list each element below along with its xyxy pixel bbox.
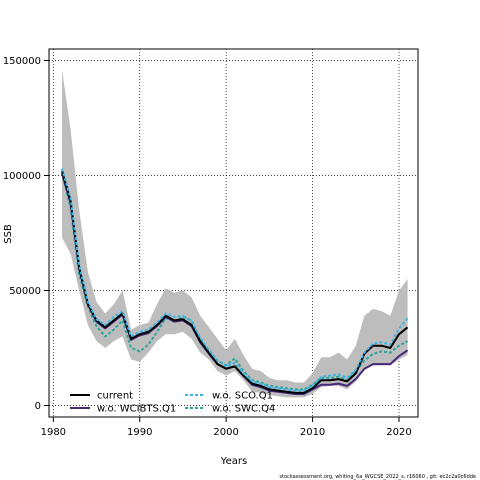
x-tick-label: 2020: [386, 427, 411, 438]
footer-note: stockassessment.org, whiting_6a_WGCSE_20…: [279, 474, 476, 480]
x-axis: 1980 1990 2000 2010 2020: [41, 417, 412, 438]
legend-label: w.o. SWC.Q4: [212, 404, 275, 415]
y-tick-label: 50000: [9, 286, 41, 297]
legend-label: w.o. WCIBTS.Q1: [97, 404, 176, 415]
plot-frame: [48, 48, 419, 418]
y-tick-label: 0: [35, 401, 41, 412]
x-axis-title: Years: [220, 456, 247, 467]
x-tick-label: 2000: [213, 427, 238, 438]
series-line: [61, 172, 409, 391]
y-axis-title: SSB: [3, 224, 14, 244]
legend-label: current: [97, 391, 133, 402]
legend: current w.o. WCIBTS.Q1 w.o. SCO.Q1 w.o. SWC…: [70, 391, 275, 415]
y-tick-label: 150000: [3, 56, 41, 67]
x-tick-label: 1980: [41, 427, 66, 438]
x-tick-label: 1990: [127, 427, 152, 438]
series-line: [61, 168, 409, 392]
y-tick-label: 100000: [3, 171, 41, 182]
legend-label: w.o. SCO.Q1: [212, 391, 273, 402]
series-lines: [61, 168, 409, 395]
x-tick-label: 2010: [300, 427, 325, 438]
y-axis: 0 50000 100000 150000: [3, 56, 49, 412]
series-line: [61, 170, 409, 394]
confidence-band: [62, 69, 408, 398]
